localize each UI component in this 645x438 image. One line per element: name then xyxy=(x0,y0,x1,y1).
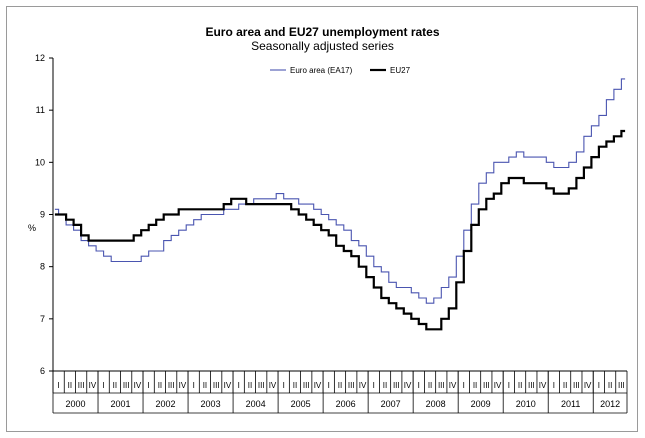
quarter-label: III xyxy=(78,381,85,390)
quarter-label: II xyxy=(563,381,567,390)
quarter-label: I xyxy=(463,381,465,390)
year-label: 2005 xyxy=(291,399,311,409)
year-label: 2003 xyxy=(201,399,221,409)
quarter-label: III xyxy=(438,381,445,390)
year-label: 2006 xyxy=(336,399,356,409)
year-label: 2002 xyxy=(156,399,176,409)
y-tick-label: 12 xyxy=(35,53,45,63)
year-label: 2001 xyxy=(111,399,131,409)
quarter-label: III xyxy=(258,381,265,390)
quarter-label: I xyxy=(418,381,420,390)
quarter-label: IV xyxy=(134,381,142,390)
quarter-label: III xyxy=(393,381,400,390)
legend-label: EU27 xyxy=(390,66,411,75)
chart-title: Euro area and EU27 unemployment rates xyxy=(205,25,440,39)
quarter-label: IV xyxy=(89,381,97,390)
quarter-label: II xyxy=(338,381,342,390)
quarter-label: II xyxy=(113,381,117,390)
quarter-label: I xyxy=(148,381,150,390)
quarter-label: I xyxy=(58,381,60,390)
quarter-label: III xyxy=(303,381,310,390)
quarter-label: III xyxy=(483,381,490,390)
quarter-label: I xyxy=(598,381,600,390)
year-label: 2004 xyxy=(246,399,266,409)
legend-label: Euro area (EA17) xyxy=(290,66,353,75)
y-axis-ticks: 6 7 8 9 10 11 12 xyxy=(35,53,53,376)
quarter-label: II xyxy=(158,381,162,390)
quarter-label: IV xyxy=(314,381,322,390)
quarter-label: I xyxy=(238,381,240,390)
quarter-label: IV xyxy=(404,381,412,390)
quarter-label: I xyxy=(553,381,555,390)
quarter-label: III xyxy=(573,381,580,390)
y-tick-label: 8 xyxy=(40,262,45,272)
year-label: 2008 xyxy=(426,399,446,409)
quarter-label: IV xyxy=(494,381,502,390)
chart-axes xyxy=(52,58,627,372)
y-tick-label: 7 xyxy=(40,314,45,324)
quarter-label: II xyxy=(608,381,612,390)
quarter-label: I xyxy=(283,381,285,390)
y-tick-label: 6 xyxy=(40,366,45,376)
quarter-label: II xyxy=(473,381,477,390)
quarter-label: II xyxy=(428,381,432,390)
chart-subtitle: Seasonally adjusted series xyxy=(251,39,394,53)
quarter-label: IV xyxy=(359,381,367,390)
quarter-label: IV xyxy=(224,381,232,390)
year-label: 2000 xyxy=(65,399,85,409)
series-line-euro-area xyxy=(54,78,626,304)
quarter-label: I xyxy=(328,381,330,390)
series-layer xyxy=(54,78,626,331)
quarter-label: III xyxy=(213,381,220,390)
quarter-label: II xyxy=(203,381,207,390)
year-label: 2010 xyxy=(516,399,536,409)
quarter-label: III xyxy=(618,381,625,390)
year-label: 2011 xyxy=(561,399,580,409)
chart-frame xyxy=(6,6,638,432)
quarter-label: I xyxy=(103,381,105,390)
quarter-label: II xyxy=(248,381,252,390)
quarter-label: III xyxy=(528,381,535,390)
quarter-label: I xyxy=(373,381,375,390)
quarter-label: II xyxy=(68,381,72,390)
quarter-label: III xyxy=(348,381,355,390)
series-line-eu27 xyxy=(54,129,626,331)
quarter-label: I xyxy=(193,381,195,390)
legend: Euro area (EA17) EU27 xyxy=(270,66,411,75)
quarter-label: IV xyxy=(269,381,277,390)
quarter-label: IV xyxy=(584,381,592,390)
quarter-label: II xyxy=(518,381,522,390)
quarter-label: III xyxy=(123,381,130,390)
y-tick-label: 9 xyxy=(40,210,45,220)
y-axis-label: % xyxy=(28,223,36,233)
quarter-label: II xyxy=(383,381,387,390)
year-label: 2012 xyxy=(600,399,620,409)
quarter-label: III xyxy=(168,381,175,390)
quarter-label: IV xyxy=(449,381,457,390)
y-tick-label: 11 xyxy=(36,105,45,115)
year-label: 2009 xyxy=(471,399,491,409)
quarter-label: IV xyxy=(539,381,547,390)
quarter-label: I xyxy=(508,381,510,390)
quarter-label: IV xyxy=(179,381,187,390)
quarter-label: II xyxy=(293,381,297,390)
year-label: 2007 xyxy=(381,399,401,409)
y-tick-label: 10 xyxy=(35,157,45,167)
